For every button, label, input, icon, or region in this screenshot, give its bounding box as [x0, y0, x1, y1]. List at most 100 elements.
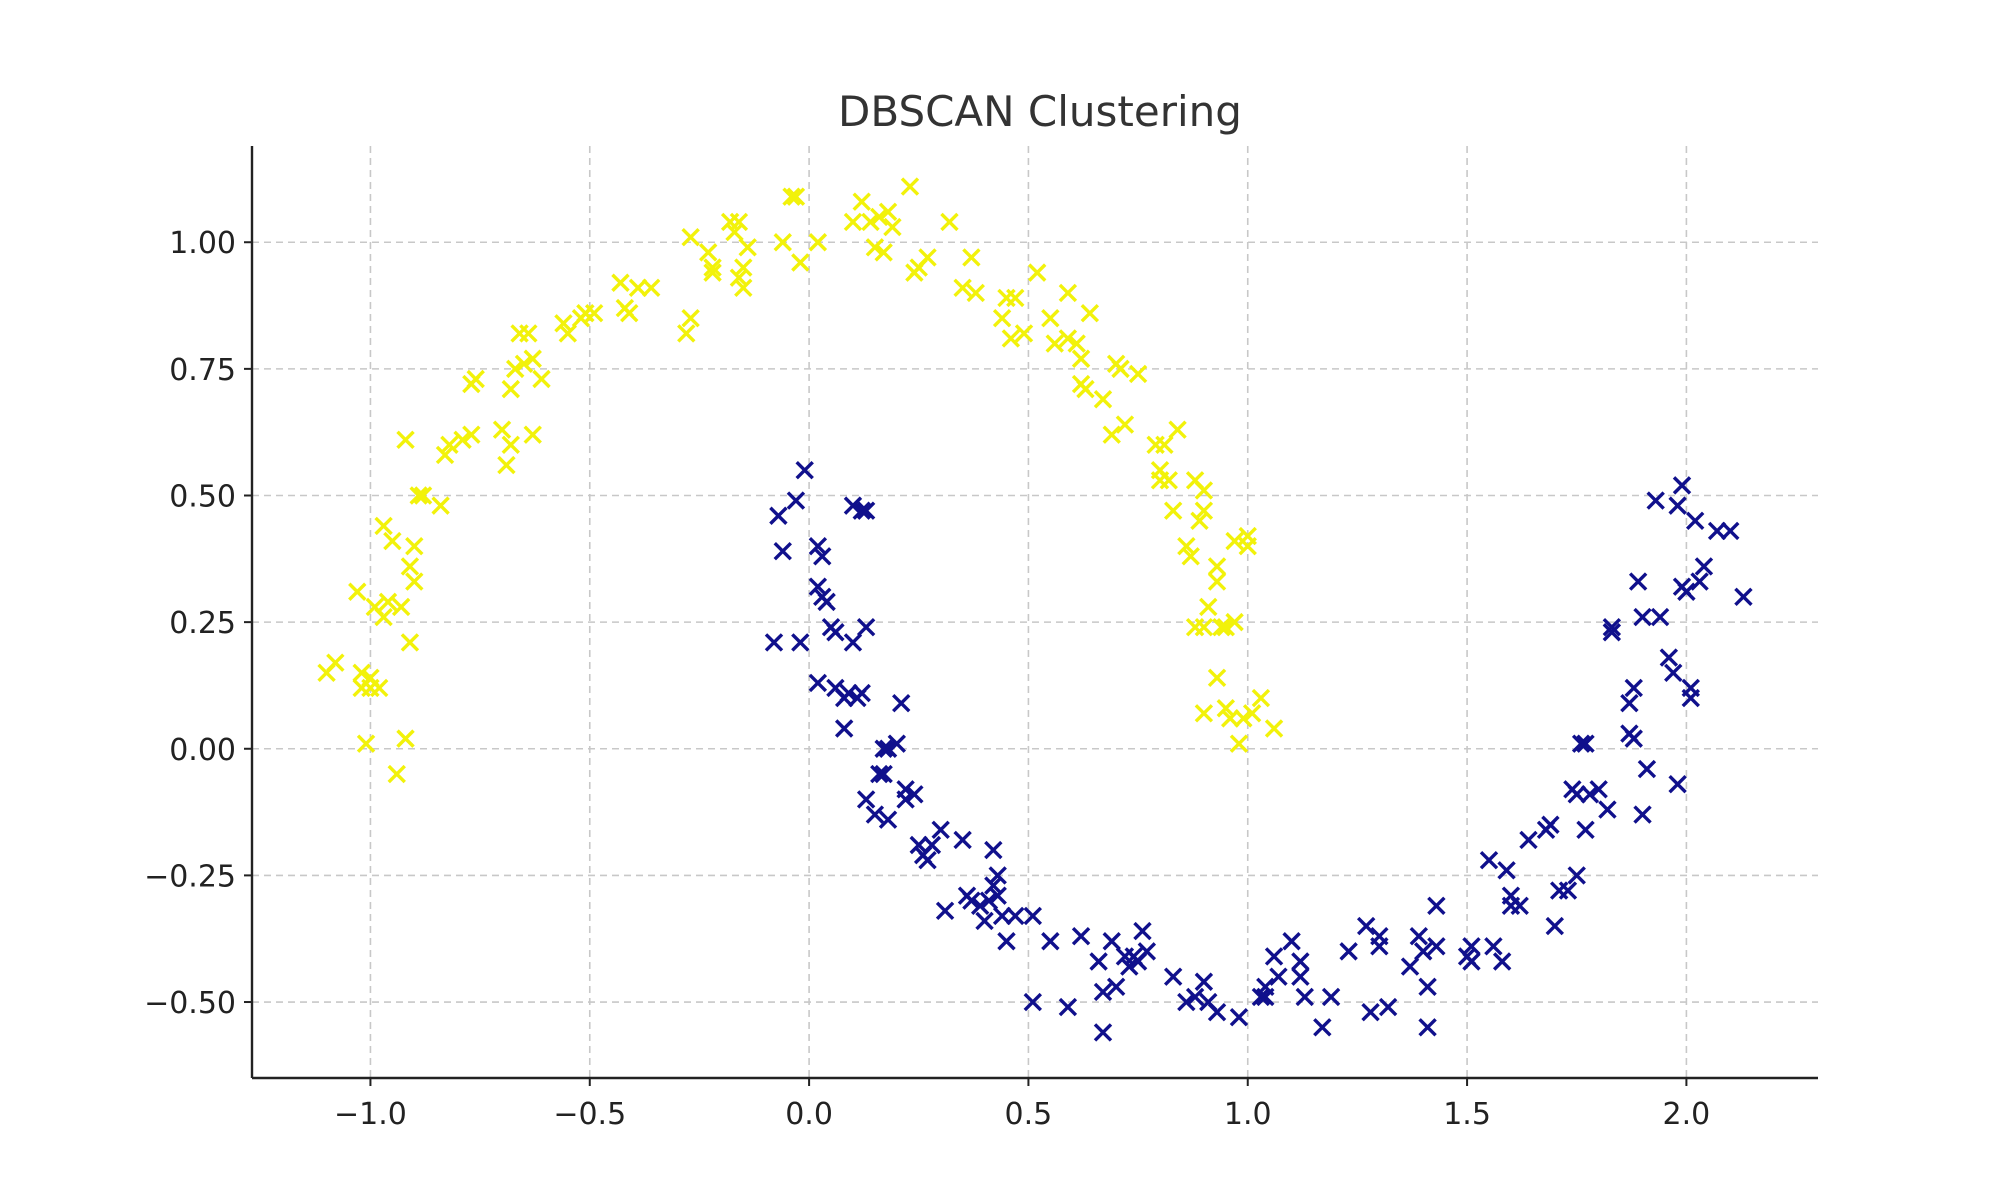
- x-tick-label-4: 1.0: [1224, 1097, 1272, 1132]
- data-point-s1-59: [1058, 997, 1078, 1017]
- data-point-s0-114: [1177, 536, 1196, 556]
- data-point-s1-50: [984, 876, 1003, 895]
- data-point-s1-117: [1549, 881, 1569, 900]
- data-point-s0-33: [501, 435, 521, 455]
- data-point-s0-77: [883, 217, 902, 237]
- data-point-s1-128: [1602, 623, 1622, 642]
- data-point-s1-146: [1677, 582, 1696, 601]
- data-point-s0-76: [878, 202, 898, 222]
- data-point-s0-2: [348, 582, 367, 601]
- data-point-s1-106: [1479, 850, 1499, 870]
- data-point-s1-3: [786, 491, 806, 510]
- y-tick-label-0: 1.00: [169, 226, 236, 261]
- data-point-s0-39: [523, 425, 542, 444]
- data-point-s1-18: [843, 633, 863, 652]
- data-point-s0-37: [514, 354, 534, 374]
- data-point-s1-6: [808, 673, 828, 693]
- data-point-s1-31: [878, 739, 898, 758]
- data-point-s1-47: [975, 911, 994, 931]
- data-point-s1-142: [1668, 775, 1687, 794]
- data-point-s0-69: [808, 233, 828, 252]
- data-point-s0-19: [405, 572, 424, 591]
- data-point-s1-16: [834, 719, 854, 738]
- data-point-s0-89: [1006, 288, 1025, 308]
- data-point-s0-94: [1058, 329, 1078, 348]
- data-point-s1-133: [1624, 729, 1643, 748]
- data-point-s1-45: [962, 891, 981, 910]
- data-point-s1-65: [1106, 977, 1126, 997]
- data-point-s1-88: [1313, 1018, 1332, 1037]
- data-point-s1-152: [1707, 521, 1727, 541]
- data-point-s0-36: [510, 324, 529, 343]
- data-point-s1-124: [1576, 820, 1595, 840]
- data-point-s1-49: [984, 840, 1003, 860]
- data-point-s1-144: [1672, 476, 1692, 495]
- data-point-s1-89: [1321, 987, 1341, 1007]
- data-point-s1-37: [909, 835, 928, 855]
- data-point-s0-34: [501, 379, 521, 399]
- data-point-s1-150: [1690, 572, 1709, 591]
- data-point-s1-9: [808, 577, 828, 596]
- data-point-s0-31: [492, 420, 512, 439]
- data-point-s0-42: [554, 314, 573, 333]
- data-point-s1-67: [1120, 957, 1139, 976]
- data-point-s0-122: [1194, 704, 1214, 723]
- data-point-s1-154: [1734, 587, 1753, 607]
- data-point-s1-28: [874, 739, 893, 758]
- data-point-s0-5: [356, 734, 376, 753]
- data-point-s1-25: [856, 790, 876, 809]
- data-point-s1-95: [1378, 997, 1398, 1017]
- chart-title: DBSCAN Clustering: [838, 87, 1242, 136]
- data-point-s1-102: [1427, 937, 1446, 956]
- data-point-s1-27: [870, 764, 889, 784]
- data-point-s0-38: [519, 324, 538, 343]
- data-point-s0-60: [729, 212, 749, 232]
- data-point-s0-138: [1251, 688, 1271, 708]
- data-point-s1-141: [1664, 663, 1683, 682]
- data-point-s1-116: [1545, 916, 1565, 936]
- y-tick-label-6: −0.50: [144, 986, 236, 1021]
- data-point-s0-107: [1146, 435, 1165, 455]
- data-point-s0-68: [791, 253, 810, 272]
- data-point-s1-60: [1071, 926, 1091, 946]
- data-point-s1-122: [1571, 734, 1591, 753]
- data-point-s0-85: [966, 283, 985, 303]
- data-point-s0-136: [1238, 526, 1257, 546]
- y-tick-label-5: −0.25: [144, 859, 236, 894]
- data-point-s1-7: [808, 536, 828, 556]
- data-point-s1-100: [1418, 1018, 1437, 1037]
- data-point-s1-94: [1370, 926, 1389, 946]
- data-point-s1-11: [817, 592, 836, 612]
- data-point-s1-107: [1484, 937, 1503, 956]
- data-point-s1-26: [865, 805, 885, 824]
- data-point-s0-70: [843, 212, 863, 232]
- data-point-s0-74: [870, 207, 889, 227]
- data-point-s0-61: [729, 268, 749, 287]
- data-point-s0-102: [1102, 425, 1121, 444]
- data-point-s1-77: [1207, 1002, 1227, 1022]
- data-point-s0-131: [1225, 531, 1244, 551]
- data-point-s0-106: [1128, 364, 1148, 384]
- data-point-s0-56: [703, 258, 722, 277]
- data-point-s1-2: [773, 542, 792, 561]
- data-point-s0-54: [681, 227, 700, 247]
- data-point-s1-105: [1462, 952, 1481, 971]
- data-point-s0-119: [1194, 501, 1214, 520]
- data-point-s0-51: [641, 278, 661, 298]
- data-point-s0-66: [782, 187, 801, 206]
- data-point-s0-35: [505, 359, 525, 379]
- data-point-s1-148: [1681, 678, 1700, 698]
- data-point-s0-93: [1045, 334, 1064, 353]
- data-point-s1-96: [1400, 957, 1420, 976]
- data-point-s0-95: [1058, 283, 1078, 303]
- data-point-s1-86: [1291, 967, 1310, 986]
- data-point-s0-11: [378, 592, 398, 612]
- data-point-s0-55: [698, 243, 718, 262]
- data-point-s0-43: [558, 324, 578, 343]
- x-tick-label-6: 2.0: [1663, 1097, 1711, 1132]
- data-point-s0-64: [738, 238, 757, 257]
- data-point-s1-140: [1659, 648, 1679, 667]
- data-point-s0-10: [374, 607, 393, 627]
- data-point-s1-71: [1137, 942, 1157, 961]
